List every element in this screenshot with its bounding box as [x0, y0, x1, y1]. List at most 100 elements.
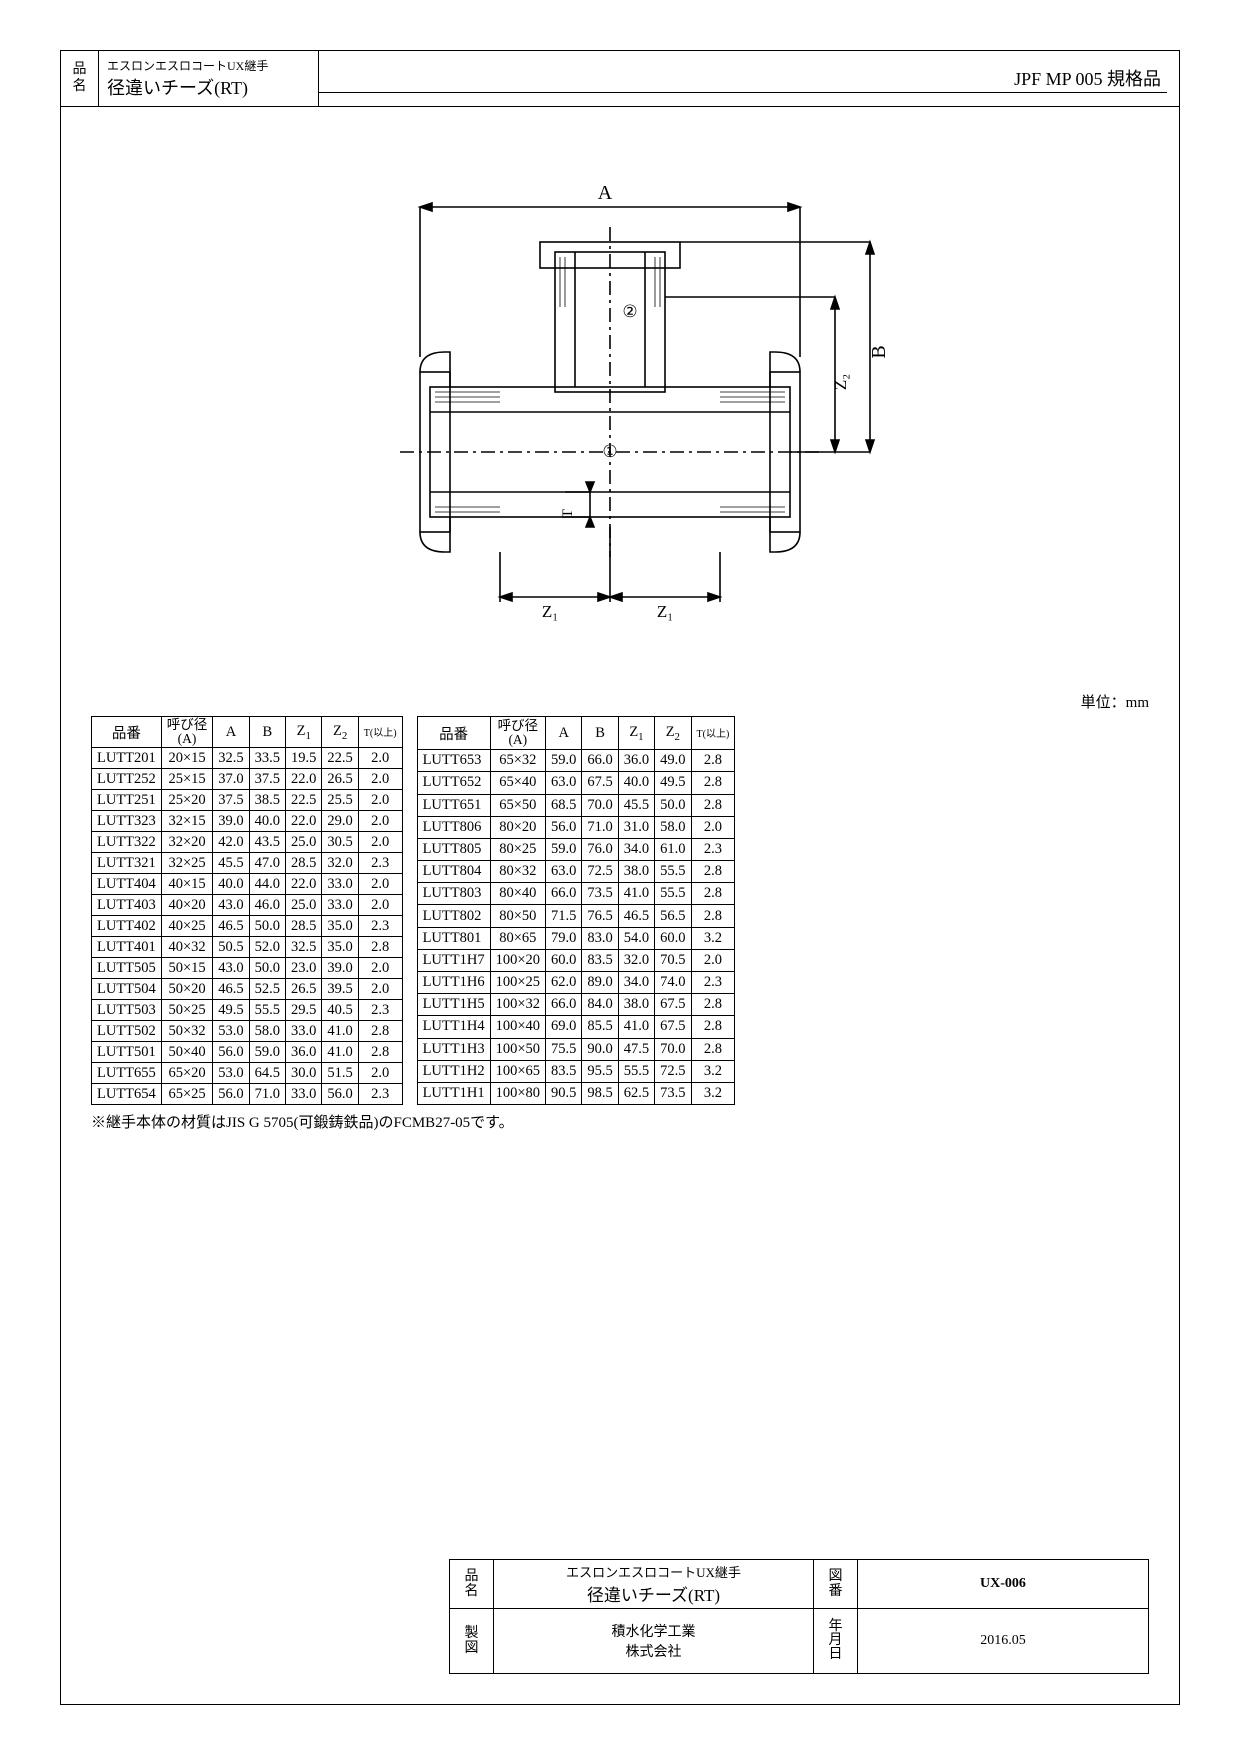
cell: 41.0: [322, 1021, 358, 1042]
cell: 40.5: [322, 1000, 358, 1021]
cell: LUTT804: [417, 861, 490, 883]
table-row: LUTT40440×1540.044.022.033.02.0: [92, 874, 403, 895]
cell: 2.8: [691, 883, 735, 905]
cell: 34.0: [618, 838, 654, 860]
cell: 2.8: [691, 861, 735, 883]
header-title-box: エスロンエスロコートUX継手 径違いチーズ(RT): [99, 51, 319, 106]
cell: 50×40: [161, 1042, 213, 1063]
cell: 37.0: [213, 769, 249, 790]
cell: 85.5: [582, 1016, 618, 1038]
cell: 46.5: [213, 916, 249, 937]
dim-a-label: A: [598, 182, 613, 204]
cell: 26.5: [286, 979, 322, 1000]
cell: 61.0: [655, 838, 691, 860]
cell: 2.8: [691, 994, 735, 1016]
cell: 46.5: [213, 979, 249, 1000]
cell: 2.3: [358, 853, 402, 874]
table-row: LUTT80680×2056.071.031.058.02.0: [417, 816, 735, 838]
cell: LUTT251: [92, 790, 162, 811]
cell: 79.0: [546, 927, 582, 949]
cell: 41.0: [618, 1016, 654, 1038]
cell: 59.0: [546, 838, 582, 860]
cell: 22.0: [286, 811, 322, 832]
cell: 33.0: [322, 895, 358, 916]
cell: LUTT803: [417, 883, 490, 905]
cell: 40×32: [161, 937, 213, 958]
col-a: A: [213, 717, 249, 748]
spec-table-right: 品番呼び径(A)ABZ1Z2T(以上)LUTT65365×3259.066.03…: [417, 716, 736, 1105]
cell: 39.5: [322, 979, 358, 1000]
cell: LUTT653: [417, 750, 490, 772]
cell: 70.0: [582, 794, 618, 816]
cell: 41.0: [618, 883, 654, 905]
cell: 29.0: [322, 811, 358, 832]
cell: 52.0: [249, 937, 285, 958]
cell: LUTT1H6: [417, 972, 490, 994]
cell: 50.5: [213, 937, 249, 958]
table-row: LUTT32332×1539.040.022.029.02.0: [92, 811, 403, 832]
cell: 2.0: [358, 748, 402, 769]
cell: 2.0: [691, 949, 735, 971]
tb-date-label: 年月日: [814, 1609, 858, 1673]
cell: 71.0: [582, 816, 618, 838]
cell: 50×32: [161, 1021, 213, 1042]
table-row: LUTT65365×3259.066.036.049.02.8: [417, 750, 735, 772]
cell: 65×25: [161, 1084, 213, 1105]
cell: 68.5: [546, 794, 582, 816]
table-row: LUTT80180×6579.083.054.060.03.2: [417, 927, 735, 949]
cell: LUTT322: [92, 832, 162, 853]
cell: 67.5: [655, 1016, 691, 1038]
cell: 62.0: [546, 972, 582, 994]
cell: 2.0: [358, 769, 402, 790]
cell: 56.0: [213, 1042, 249, 1063]
cell: 70.5: [655, 949, 691, 971]
header-label-1: 品: [73, 62, 87, 79]
cell: LUTT252: [92, 769, 162, 790]
cell: 55.5: [655, 861, 691, 883]
cell: LUTT654: [92, 1084, 162, 1105]
cell: 32.5: [286, 937, 322, 958]
col-b: B: [582, 717, 618, 750]
cell: 40.0: [618, 772, 654, 794]
cell: 33.0: [286, 1021, 322, 1042]
cell: 55.5: [618, 1060, 654, 1082]
material-note: ※継手本体の材質はJIS G 5705(可鍛鋳鉄品)のFCMB27-05です。: [61, 1109, 1179, 1134]
cell: 2.3: [691, 838, 735, 860]
cell: 49.5: [213, 1000, 249, 1021]
cell: 56.5: [655, 905, 691, 927]
cell: 2.0: [358, 958, 402, 979]
cell: 25×20: [161, 790, 213, 811]
cell: 3.2: [691, 927, 735, 949]
cell: LUTT1H4: [417, 1016, 490, 1038]
cell: 83.5: [546, 1060, 582, 1082]
table-row: LUTT40140×3250.552.032.535.02.8: [92, 937, 403, 958]
cell: 2.8: [691, 1038, 735, 1060]
table-row: LUTT65465×2556.071.033.056.02.3: [92, 1084, 403, 1105]
cell: 45.5: [213, 853, 249, 874]
cell: 65×32: [490, 750, 545, 772]
cell: 83.5: [582, 949, 618, 971]
tb-company-1: 積水化学工業: [612, 1621, 696, 1641]
cell: LUTT404: [92, 874, 162, 895]
cell: 32×15: [161, 811, 213, 832]
cell: 100×20: [490, 949, 545, 971]
cell: LUTT504: [92, 979, 162, 1000]
cell: 66.0: [546, 994, 582, 1016]
cell: 69.0: [546, 1016, 582, 1038]
tables-wrap: 品番呼び径(A)ABZ1Z2T(以上)LUTT20120×1532.533.51…: [61, 712, 1179, 1109]
cell: 22.0: [286, 874, 322, 895]
diagram-area: A B Z₂ Z₁ Z₁ T ① ②: [61, 107, 1179, 687]
cell: 38.5: [249, 790, 285, 811]
cell: 2.0: [691, 816, 735, 838]
cell: 32.5: [213, 748, 249, 769]
header-row: 品 名 エスロンエスロコートUX継手 径違いチーズ(RT) JPF MP 005…: [61, 51, 1179, 107]
cell: 64.5: [249, 1063, 285, 1084]
cell: LUTT1H3: [417, 1038, 490, 1060]
header-series: エスロンエスロコートUX継手: [107, 57, 310, 74]
col-z1: Z1: [618, 717, 654, 750]
cell: 67.5: [655, 994, 691, 1016]
cell: 2.8: [691, 794, 735, 816]
cell: 74.0: [655, 972, 691, 994]
cell: 40.0: [213, 874, 249, 895]
cell: 38.0: [618, 994, 654, 1016]
